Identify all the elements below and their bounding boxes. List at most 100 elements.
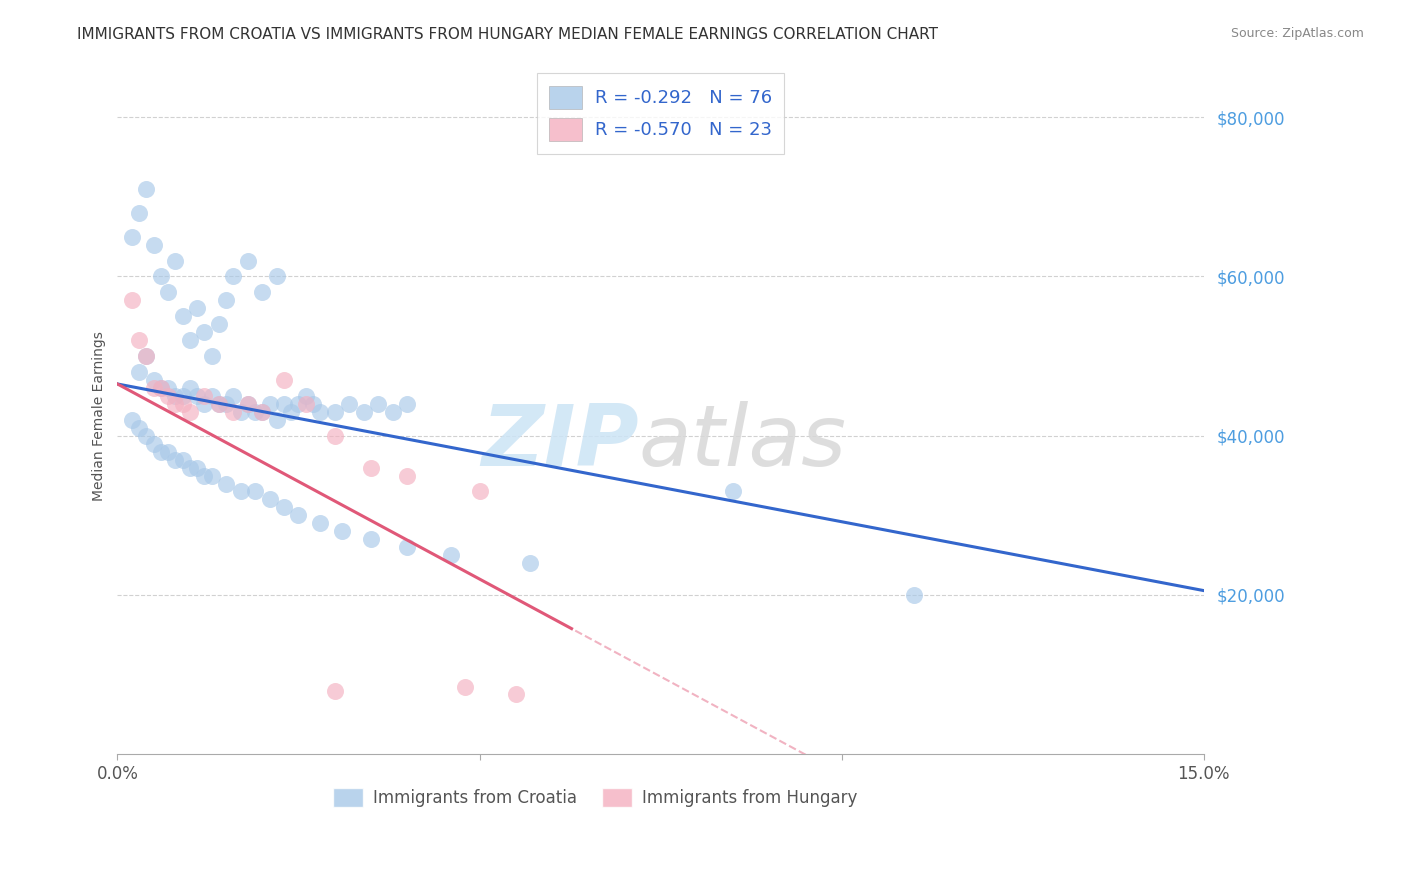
Point: [157, 285, 180, 300]
Point: [505, 688, 527, 702]
Legend: Immigrants from Croatia, Immigrants from Hungary: Immigrants from Croatia, Immigrants from…: [326, 781, 865, 814]
Text: Source: ZipAtlas.com: Source: ZipAtlas.com: [1230, 27, 1364, 40]
Text: IMMIGRANTS FROM CROATIA VS IMMIGRANTS FROM HUNGARY MEDIAN FEMALE EARNINGS CORREL: IMMIGRANTS FROM CROATIA VS IMMIGRANTS FR…: [77, 27, 938, 42]
Point: [186, 301, 208, 316]
Point: [259, 397, 281, 411]
Point: [519, 556, 541, 570]
Point: [200, 389, 222, 403]
Point: [273, 397, 295, 411]
Point: [252, 405, 274, 419]
Point: [236, 397, 259, 411]
Point: [229, 484, 252, 499]
Point: [468, 484, 491, 499]
Point: [121, 229, 143, 244]
Text: ZIP: ZIP: [481, 401, 638, 484]
Point: [193, 468, 215, 483]
Point: [149, 269, 172, 284]
Point: [172, 452, 194, 467]
Point: [215, 397, 238, 411]
Point: [128, 333, 150, 347]
Point: [157, 444, 180, 458]
Point: [165, 397, 187, 411]
Point: [157, 381, 180, 395]
Point: [222, 405, 245, 419]
Point: [360, 460, 382, 475]
Point: [222, 389, 245, 403]
Y-axis label: Median Female Earnings: Median Female Earnings: [93, 331, 107, 500]
Point: [236, 397, 259, 411]
Point: [454, 680, 477, 694]
Point: [165, 452, 187, 467]
Point: [142, 381, 165, 395]
Point: [165, 389, 187, 403]
Point: [439, 548, 461, 562]
Point: [273, 373, 295, 387]
Point: [330, 524, 353, 539]
Point: [903, 588, 925, 602]
Point: [222, 269, 245, 284]
Point: [135, 349, 157, 363]
Point: [294, 389, 316, 403]
Point: [172, 397, 194, 411]
Point: [179, 460, 201, 475]
Point: [353, 405, 375, 419]
Point: [259, 492, 281, 507]
Point: [149, 381, 172, 395]
Point: [165, 253, 187, 268]
Point: [186, 460, 208, 475]
Point: [280, 405, 302, 419]
Point: [337, 397, 360, 411]
Point: [323, 683, 346, 698]
Point: [208, 397, 231, 411]
Point: [142, 436, 165, 450]
Point: [294, 397, 316, 411]
Point: [252, 405, 274, 419]
Point: [721, 484, 744, 499]
Point: [243, 405, 266, 419]
Point: [252, 285, 274, 300]
Point: [396, 540, 419, 554]
Point: [149, 444, 172, 458]
Point: [309, 516, 332, 531]
Point: [200, 349, 222, 363]
Point: [135, 428, 157, 442]
Point: [367, 397, 389, 411]
Point: [179, 405, 201, 419]
Point: [229, 405, 252, 419]
Point: [121, 293, 143, 308]
Point: [157, 389, 180, 403]
Point: [396, 397, 419, 411]
Point: [179, 333, 201, 347]
Point: [208, 397, 231, 411]
Point: [121, 413, 143, 427]
Point: [360, 533, 382, 547]
Point: [236, 253, 259, 268]
Point: [128, 365, 150, 379]
Point: [172, 389, 194, 403]
Point: [135, 182, 157, 196]
Point: [193, 325, 215, 339]
Text: atlas: atlas: [638, 401, 846, 484]
Point: [179, 381, 201, 395]
Point: [266, 269, 288, 284]
Point: [135, 349, 157, 363]
Point: [273, 500, 295, 515]
Point: [396, 468, 419, 483]
Point: [302, 397, 325, 411]
Point: [266, 413, 288, 427]
Point: [142, 237, 165, 252]
Point: [381, 405, 404, 419]
Point: [128, 206, 150, 220]
Point: [215, 293, 238, 308]
Point: [323, 428, 346, 442]
Point: [186, 389, 208, 403]
Point: [128, 421, 150, 435]
Point: [149, 381, 172, 395]
Point: [287, 397, 309, 411]
Point: [193, 397, 215, 411]
Point: [287, 508, 309, 523]
Point: [193, 389, 215, 403]
Point: [243, 484, 266, 499]
Point: [142, 373, 165, 387]
Point: [309, 405, 332, 419]
